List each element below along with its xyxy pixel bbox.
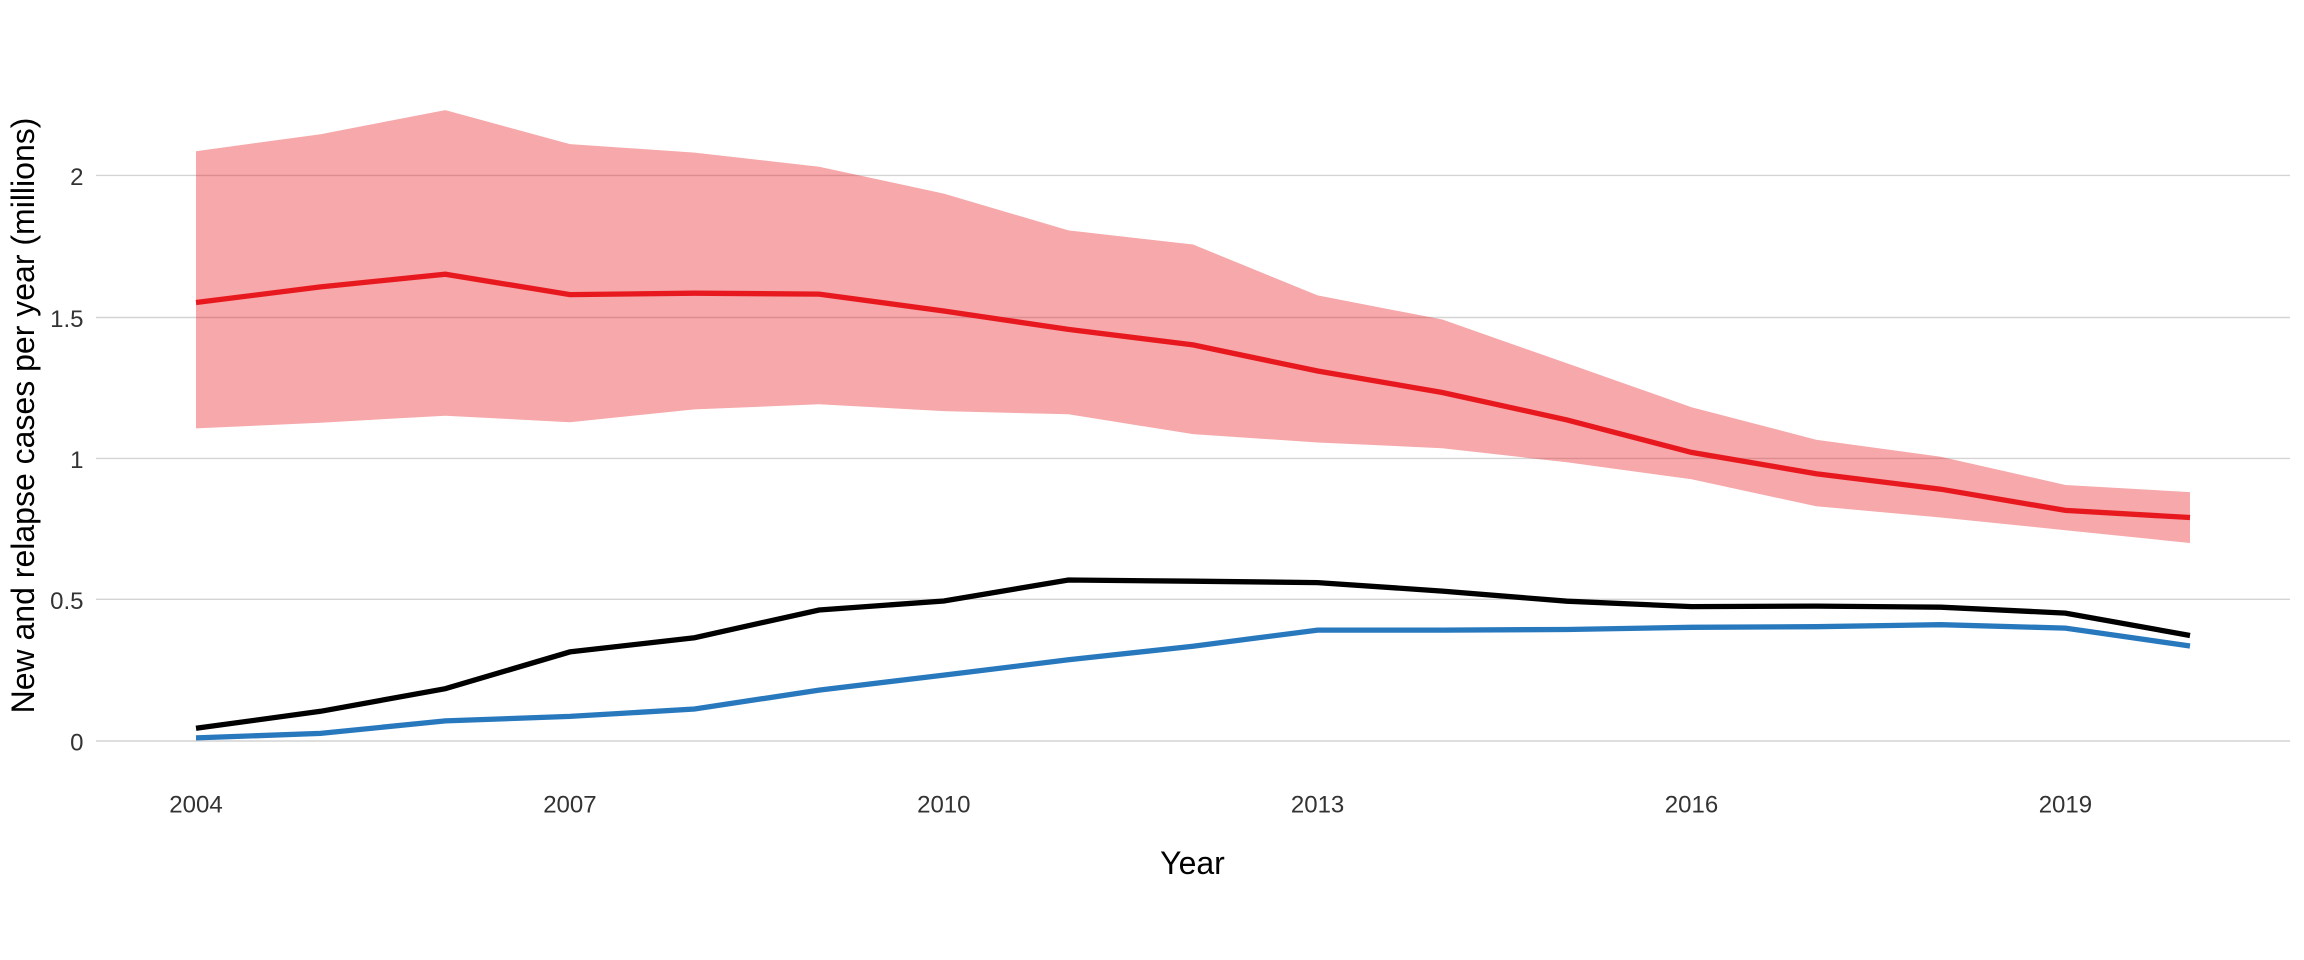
svg-text:Year: Year (1160, 845, 1225, 881)
svg-text:New and relapse cases per year: New and relapse cases per year (millions… (5, 118, 41, 714)
svg-text:2: 2 (70, 164, 83, 191)
svg-text:2007: 2007 (543, 792, 596, 819)
svg-text:2010: 2010 (917, 792, 970, 819)
svg-text:0: 0 (70, 730, 83, 757)
svg-text:2016: 2016 (1665, 792, 1718, 819)
svg-text:1: 1 (70, 447, 83, 474)
svg-text:2004: 2004 (169, 792, 222, 819)
svg-text:2013: 2013 (1291, 792, 1344, 819)
svg-text:1.5: 1.5 (50, 306, 83, 333)
svg-text:2019: 2019 (2039, 792, 2092, 819)
svg-text:0.5: 0.5 (50, 588, 83, 615)
